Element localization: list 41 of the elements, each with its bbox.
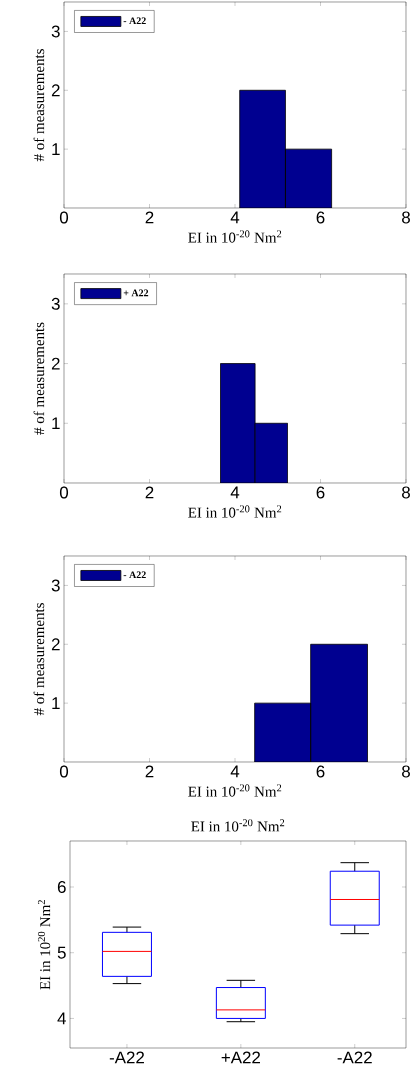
y-axis-title: # of measurements (33, 603, 45, 716)
x-axis-title: EI in 10$^{-20}$ Nm$^{2}$ (188, 230, 282, 243)
y-tick-label: 4 (57, 1012, 66, 1025)
x-tick-label: 2 (145, 765, 154, 778)
legend-label: - A22 (123, 17, 146, 25)
y-axis-title: # of measurements (33, 49, 45, 162)
x-tick-label: 2 (145, 486, 154, 499)
y-tick-label: 3 (51, 25, 60, 38)
y-axis-title: EI in 10$^{20}$ Nm$^{2}$ (37, 900, 51, 990)
chart-title: EI in 10$^{-20}$ Nm$^{2}$ (191, 819, 285, 832)
x-tick-label: 0 (59, 211, 69, 224)
x-tick-label: -A22 (337, 1051, 372, 1064)
x-tick-label: 6 (316, 211, 325, 224)
y-tick-label: 3 (51, 579, 60, 592)
x-tick-label: 0 (59, 765, 69, 778)
x-tick-label: -A22 (109, 1051, 144, 1064)
x-tick-label: 6 (316, 765, 325, 778)
x-tick-label: 8 (402, 211, 410, 224)
x-tick-label: 8 (402, 765, 410, 778)
x-axis-title: EI in 10$^{-20}$ Nm$^{2}$ (188, 784, 282, 797)
legend-label: + A22 (123, 289, 149, 297)
y-tick-label: 1 (52, 143, 60, 155)
x-tick-label: 4 (230, 211, 240, 224)
x-tick-label: +A22 (221, 1051, 260, 1064)
x-axis-title: EI in 10$^{-20}$ Nm$^{2}$ (188, 505, 282, 518)
legend-label: - A22 (123, 571, 146, 579)
y-tick-label: 2 (51, 357, 60, 370)
x-tick-label: 0 (59, 486, 69, 499)
y-tick-label: 1 (52, 697, 60, 709)
x-tick-label: 6 (316, 486, 325, 499)
y-tick-label: 5 (57, 946, 66, 959)
y-tick-label: 2 (51, 638, 60, 651)
y-tick-label: 2 (51, 84, 60, 97)
y-tick-label: 1 (52, 417, 60, 430)
x-tick-label: 4 (230, 765, 240, 778)
y-tick-label: 3 (51, 297, 60, 310)
x-tick-label: 4 (230, 486, 240, 499)
x-tick-label: 2 (145, 211, 154, 224)
x-tick-label: 8 (402, 486, 410, 499)
y-axis-title: # of measurements (33, 322, 45, 435)
y-tick-label: 6 (57, 881, 66, 893)
